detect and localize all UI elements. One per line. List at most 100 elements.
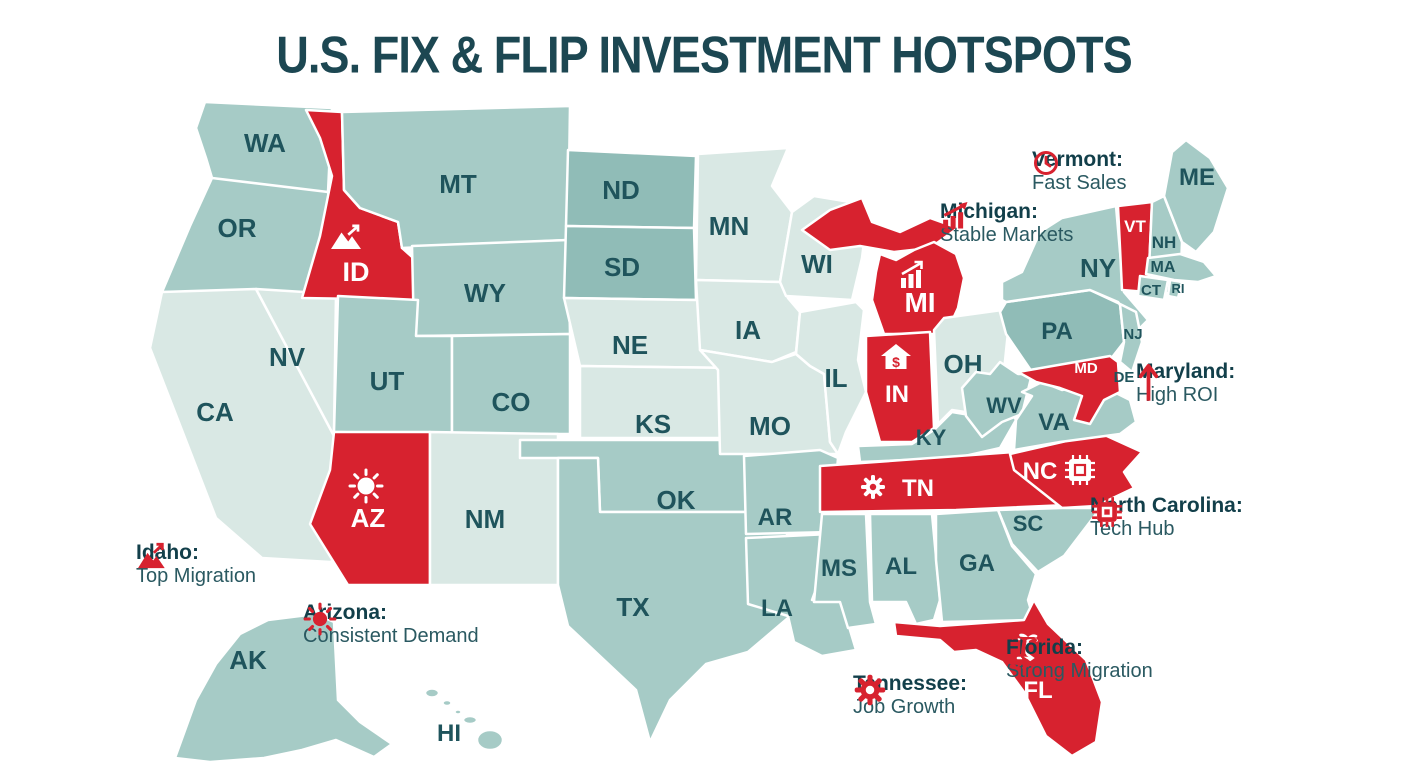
state-in: $ IN [864, 330, 936, 444]
state-label-ks: KS [635, 409, 671, 439]
state-or: OR [160, 176, 338, 298]
state-tx: TX [556, 456, 792, 744]
callout-idaho: Idaho: Top Migration [136, 541, 256, 587]
state-label-nv: NV [269, 342, 306, 372]
svg-text:$: $ [892, 354, 900, 370]
state-md: MD [1016, 354, 1122, 426]
state-label-nd: ND [602, 175, 640, 205]
state-label-la: LA [761, 595, 793, 622]
state-label-sd: SD [604, 252, 640, 282]
state-label-il: IL [824, 363, 847, 393]
callout-florida: Florida: Strong Migration [1006, 636, 1153, 682]
state-label-ri: RI [1172, 281, 1185, 296]
state-ms: MS [812, 512, 878, 630]
state-al: AL [868, 512, 942, 626]
state-label-hi: HI [437, 720, 461, 747]
callout-subtitle: Strong Migration [1006, 659, 1153, 682]
state-label-ar: AR [758, 504, 793, 531]
state-label-ms: MS [821, 555, 857, 582]
state-label-mo: MO [749, 411, 791, 441]
state-me: ME [1162, 138, 1230, 254]
state-label-wa: WA [244, 128, 286, 158]
state-label-wi: WI [801, 249, 833, 279]
state-sd: SD [562, 224, 698, 302]
state-sc: SC [996, 506, 1098, 574]
mi-chart-growth-icon [901, 260, 923, 288]
callout-vermont: Vermont: Fast Sales [1032, 148, 1126, 194]
state-nj: NJ [1118, 302, 1144, 374]
state-label-ak: AK [229, 645, 267, 675]
callout-maryland: Maryland: High ROI [1136, 360, 1235, 406]
state-ga: GA [934, 508, 1038, 624]
state-label-nc: NC [1023, 458, 1058, 485]
callout-title: Idaho: [136, 541, 199, 564]
mountains-icon [138, 542, 165, 569]
state-co: CO [450, 332, 572, 436]
state-label-ct: CT [1141, 282, 1161, 299]
callout-subtitle: Consistent Demand [303, 624, 479, 647]
state-mt: MT [340, 104, 572, 250]
in-house-dollar-icon: $ [881, 344, 911, 370]
state-label-mt: MT [439, 169, 477, 199]
callout-tennessee: Tennessee: Job Growth [853, 672, 967, 718]
state-label-ok: OK [657, 485, 696, 515]
tn-gear-icon [861, 475, 885, 499]
state-label-va: VA [1038, 409, 1070, 436]
state-hi: HI [423, 687, 505, 752]
state-label-in: IN [885, 381, 909, 408]
state-label-md: MD [1074, 360, 1097, 377]
state-label-ut: UT [370, 366, 405, 396]
state-label-id: ID [343, 257, 370, 287]
state-label-mn: MN [709, 211, 749, 241]
state-ne: NE [562, 296, 740, 370]
state-il: IL [794, 300, 868, 456]
callout-north-carolina: North Carolina: Tech Hub [1090, 494, 1243, 540]
state-label-de: DE [1114, 369, 1135, 386]
chart-growth-icon [943, 202, 968, 229]
az-sun-icon [348, 468, 384, 504]
state-label-vt: VT [1124, 217, 1146, 236]
state-label-nj: NJ [1123, 326, 1142, 343]
state-vt: VT [1116, 200, 1154, 294]
state-label-ne: NE [612, 330, 648, 360]
state-label-ny: NY [1080, 253, 1116, 283]
state-label-nh: NH [1152, 233, 1177, 252]
callout-subtitle: Tech Hub [1090, 517, 1175, 540]
callout-title: North Carolina: [1090, 494, 1243, 517]
state-label-ma: MA [1151, 259, 1176, 276]
id-mountains-icon [331, 224, 361, 249]
state-mo: MO [698, 348, 840, 456]
callout-title: Maryland: [1136, 360, 1236, 383]
state-de: DE [1114, 369, 1135, 386]
callout-subtitle: Fast Sales [1032, 171, 1127, 194]
callout-subtitle: High ROI [1136, 383, 1219, 406]
nc-chip-icon [1065, 455, 1095, 485]
state-ks: KS [578, 364, 744, 440]
state-mi: MI [800, 196, 966, 336]
state-label-nm: NM [465, 504, 505, 534]
state-label-az: AZ [351, 503, 386, 533]
state-label-wy: WY [464, 278, 506, 308]
state-nd: ND [564, 148, 698, 230]
state-label-fl: FL [1023, 677, 1052, 704]
state-label-pa: PA [1041, 318, 1073, 345]
gear-icon [854, 674, 886, 706]
state-label-or: OR [218, 213, 257, 243]
state-label-ia: IA [735, 315, 761, 345]
state-label-tx: TX [616, 592, 650, 622]
callout-michigan: Michigan: Stable Markets [940, 200, 1073, 246]
state-label-al: AL [885, 553, 917, 580]
state-ma: MA [1144, 252, 1218, 284]
state-ri: RI [1166, 278, 1185, 300]
sun-icon [303, 602, 337, 636]
state-wy: WY [410, 238, 572, 338]
state-ak: AK [173, 612, 394, 764]
state-label-mi: MI [904, 287, 935, 318]
clock-icon [1033, 150, 1059, 176]
chip-icon [1092, 497, 1122, 527]
state-label-wv: WV [986, 393, 1022, 418]
page-title: U.S. FIX & FLIP INVESTMENT HOTSPOTS [276, 25, 1132, 84]
state-label-me: ME [1179, 164, 1215, 191]
